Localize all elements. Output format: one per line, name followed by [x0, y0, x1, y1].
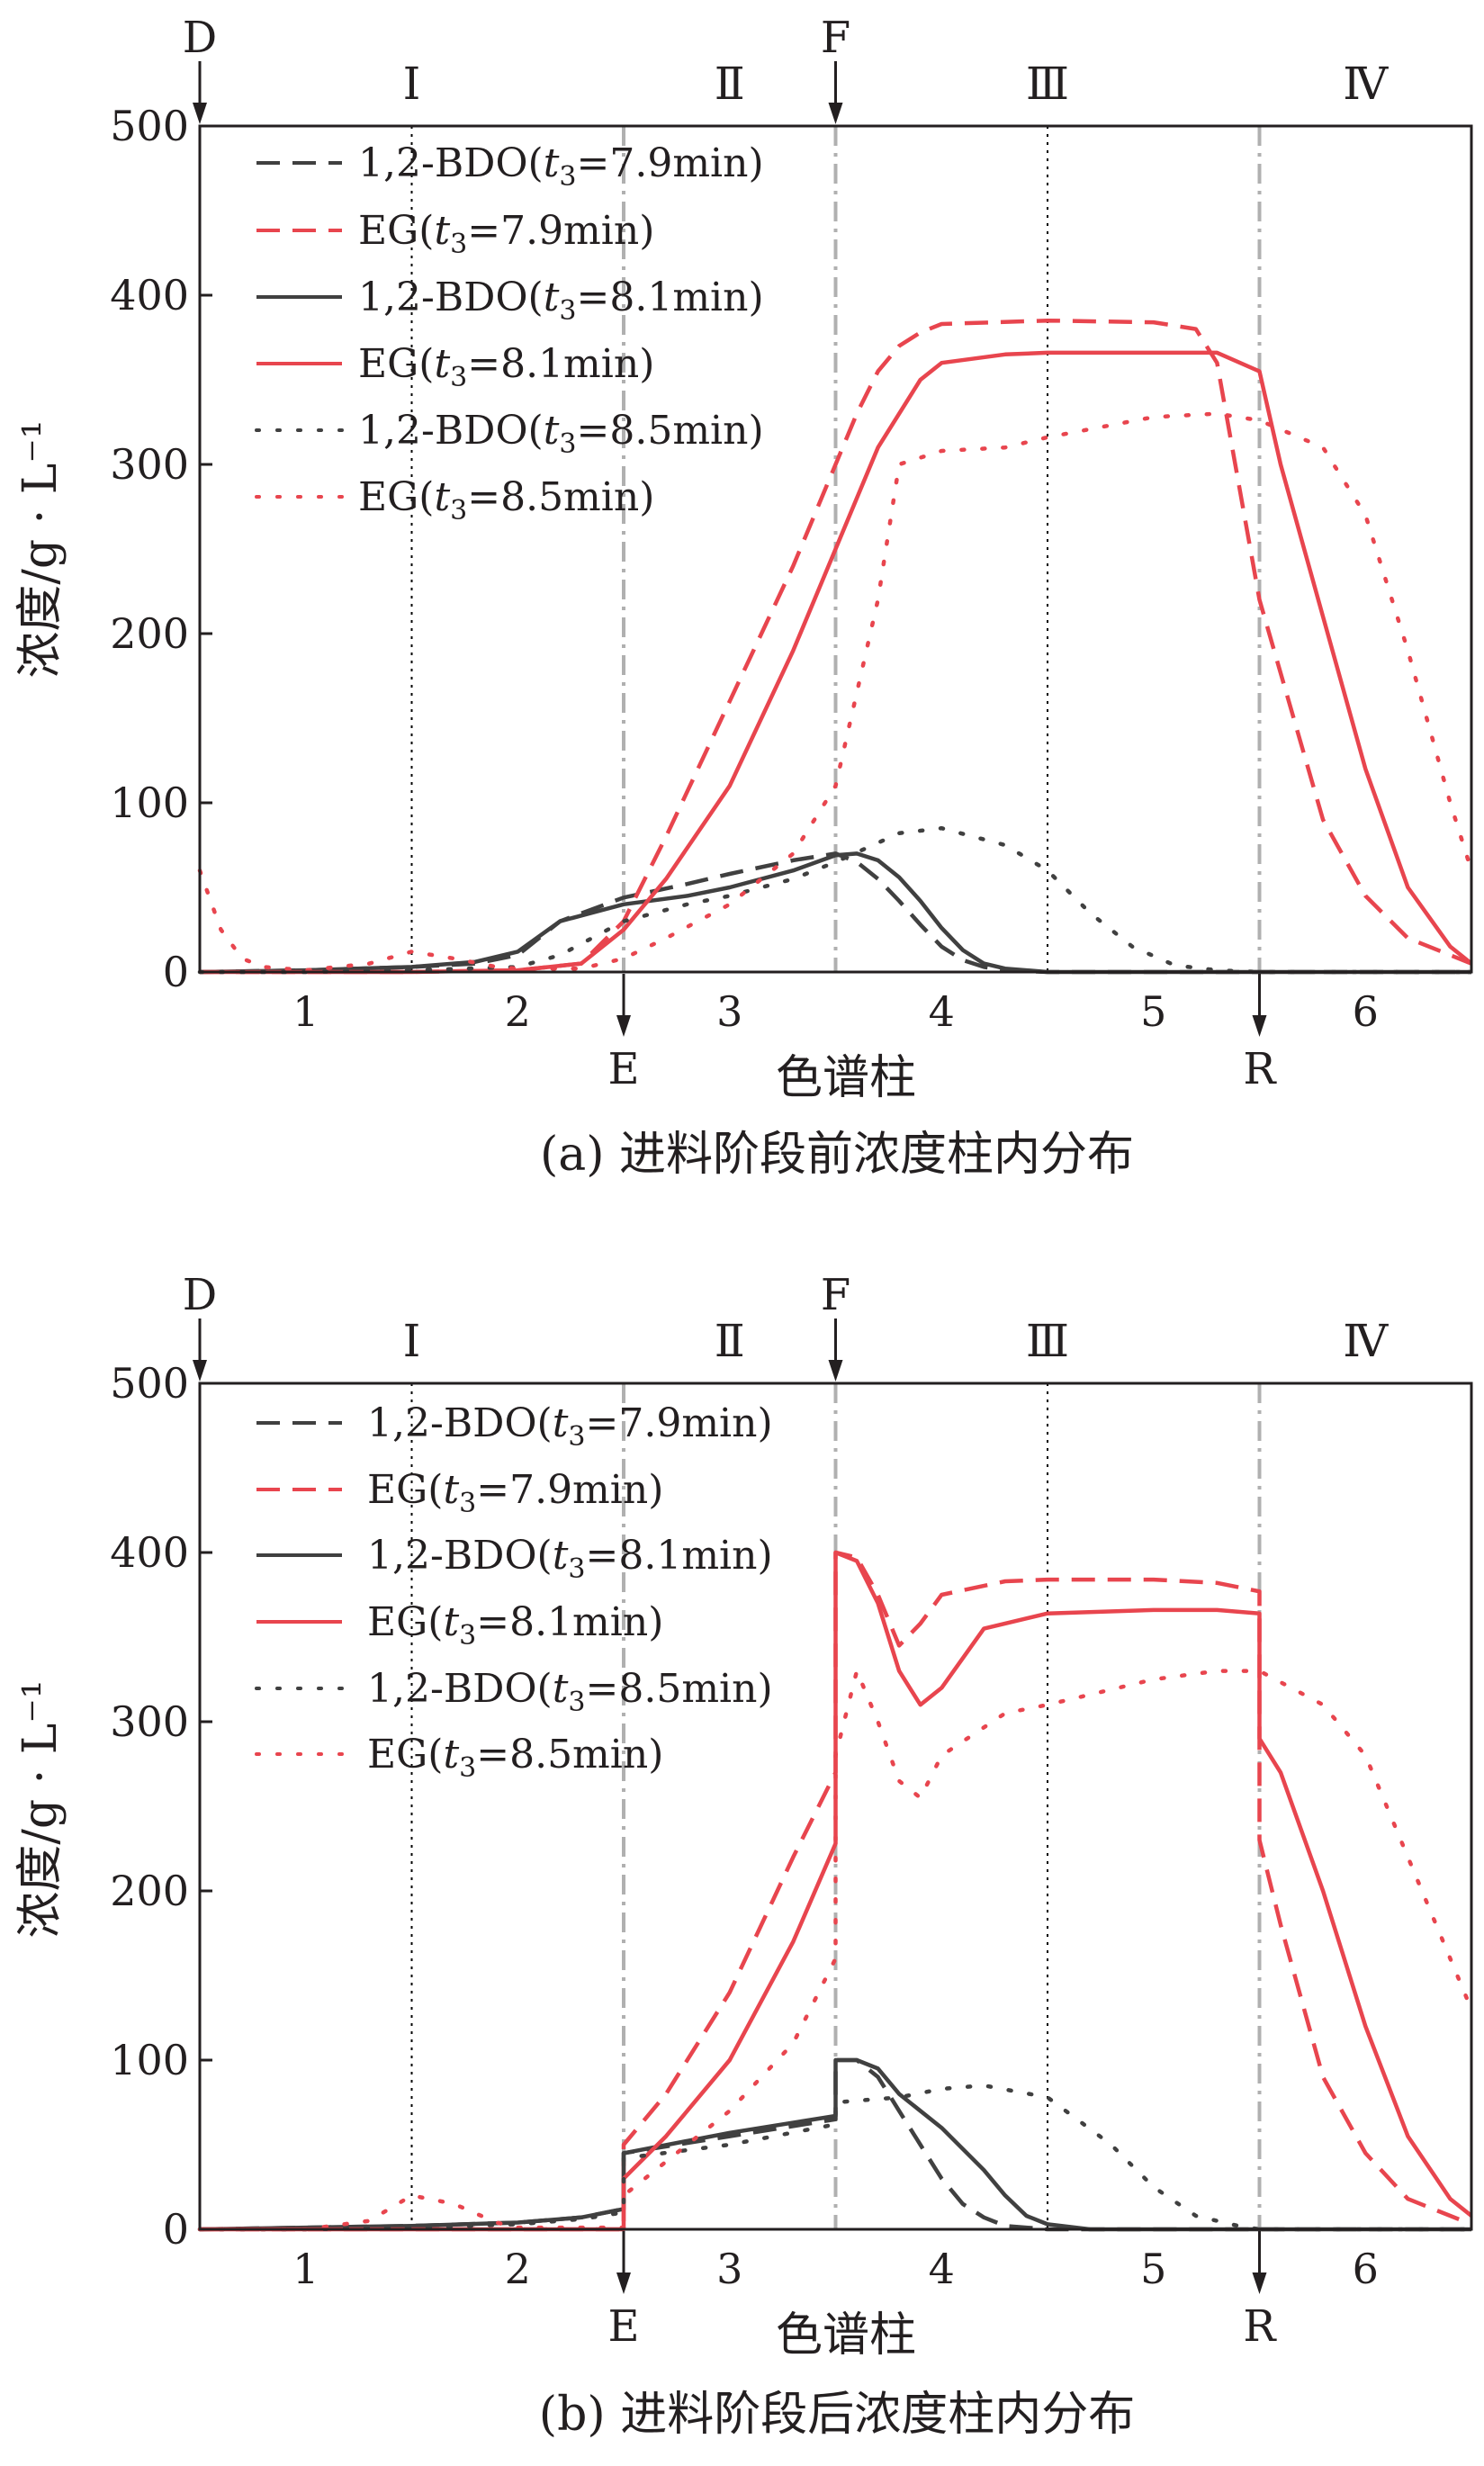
port-label: D	[183, 1270, 217, 1320]
port-arrow-head	[616, 1015, 631, 1037]
x-tick-label: 2	[505, 987, 531, 1036]
series-line-bdo-solid	[199, 851, 1471, 975]
legend-item: 1,2-BDO(t3=8.1min)	[256, 1533, 773, 1585]
legend-label: EG(t3=7.9min)	[367, 1467, 663, 1519]
x-tick-label: 2	[505, 2245, 531, 2293]
x-tick-label: 3	[716, 2245, 742, 2293]
port-arrow-head	[828, 103, 843, 124]
panel-caption: (b) 进料阶段后浓度柱内分布	[539, 2388, 1135, 2442]
port-arrow-head	[193, 1360, 207, 1382]
x-axis-title: 色谱柱	[776, 2308, 916, 2362]
legend-a: 1,2-BDO(t3=7.9min) EG(t3=7.9min) 1,2-BDO…	[255, 140, 764, 526]
x-tick-label: 6	[1353, 2245, 1379, 2293]
curves-b	[197, 1383, 1474, 2232]
y-tick-label: 200	[110, 609, 189, 658]
panel-b: 0 100 200 300 400 500 1 2 3 4 5 6 Ⅰ Ⅱ Ⅲ Ⅳ D F E R 1,2-BDO(t…	[13, 1270, 1474, 2442]
y-axis-title: 浓度/g · L⁻¹	[13, 1679, 67, 1938]
legend-item: EG(t3=8.5min)	[255, 474, 654, 526]
x-axis-title: 色谱柱	[776, 1051, 916, 1105]
y-tick-label: 100	[110, 2036, 189, 2084]
x-tick-label: 5	[1140, 987, 1166, 1036]
legend-item: 1,2-BDO(t3=8.5min)	[255, 1666, 773, 1718]
zone-label: Ⅰ	[403, 58, 421, 110]
port-label: F	[821, 1270, 850, 1320]
x-tick-label: 4	[929, 987, 955, 1036]
zone-label: Ⅳ	[1343, 58, 1389, 110]
zone-label: Ⅱ	[715, 1315, 745, 1367]
port-label: E	[607, 1044, 639, 1094]
legend-item: EG(t3=8.1min)	[256, 1599, 663, 1652]
plot-frame	[198, 1382, 1473, 2231]
port-label: F	[821, 13, 850, 63]
zone-label: Ⅲ	[1026, 1315, 1069, 1367]
y-tick-label: 200	[110, 1867, 189, 1915]
port-arrow-head	[193, 103, 207, 124]
legend-label: 1,2-BDO(t3=8.1min)	[367, 1533, 773, 1585]
x-tick-label: 5	[1140, 2245, 1166, 2293]
zone-label: Ⅱ	[715, 58, 745, 110]
legend-item: 1,2-BDO(t3=7.9min)	[256, 1400, 773, 1453]
legend-item: EG(t3=7.9min)	[256, 1467, 663, 1519]
y-tick-label: 400	[110, 1528, 189, 1577]
legend-label: EG(t3=8.1min)	[367, 1599, 663, 1652]
legend-item: EG(t3=8.5min)	[255, 1732, 663, 1784]
port-label: R	[1243, 2301, 1277, 2352]
series-line-eg-dotted	[197, 411, 1474, 973]
legend-label: 1,2-BDO(t3=7.9min)	[367, 1400, 773, 1453]
zone-label: Ⅰ	[403, 1315, 421, 1367]
panel-a: 0 100 200 300 400 500 1 2 3 4 5 6 Ⅰ Ⅱ Ⅲ Ⅳ D F E R 1,2-BDO(t…	[13, 13, 1474, 1182]
y-tick-label: 300	[110, 440, 189, 489]
port-arrow-head	[1252, 1015, 1267, 1037]
y-tick-label: 300	[110, 1697, 189, 1746]
legend-label: 1,2-BDO(t3=8.1min)	[358, 274, 764, 327]
y-axis-title: 浓度/g · L⁻¹	[13, 419, 67, 678]
legend-label: EG(t3=7.9min)	[358, 208, 654, 260]
x-tick-label: 6	[1353, 987, 1379, 1036]
zone-label: Ⅲ	[1026, 58, 1069, 110]
legend-item: EG(t3=8.1min)	[256, 341, 654, 393]
port-arrow-head	[616, 2272, 631, 2294]
legend-label: 1,2-BDO(t3=7.9min)	[358, 140, 764, 193]
port-label: R	[1243, 1044, 1277, 1094]
y-tick-label: 100	[110, 778, 189, 827]
series-line-eg-solid	[200, 350, 1473, 975]
series-line-eg-dotted	[197, 1669, 1474, 2232]
x-tick-label: 4	[929, 2245, 955, 2293]
legend-item: 1,2-BDO(t3=8.5min)	[255, 408, 764, 460]
legend-label: 1,2-BDO(t3=8.5min)	[367, 1666, 773, 1718]
legend-label: EG(t3=8.1min)	[358, 341, 654, 393]
legend-label: 1,2-BDO(t3=8.5min)	[358, 408, 764, 460]
curves-a	[197, 126, 1474, 975]
port-arrow-head	[1252, 2272, 1267, 2294]
y-tick-label: 0	[163, 948, 189, 996]
x-tick-label: 3	[716, 987, 742, 1036]
y-tick-label: 500	[110, 102, 189, 150]
legend-item: 1,2-BDO(t3=7.9min)	[256, 140, 764, 193]
legend-item: 1,2-BDO(t3=8.1min)	[256, 274, 764, 327]
y-tick-label: 0	[163, 2205, 189, 2254]
series-line-bdo-dotted	[197, 825, 1474, 975]
x-tick-label: 1	[292, 2245, 319, 2293]
port-arrow-head	[828, 1360, 843, 1382]
legend-label: EG(t3=8.5min)	[358, 474, 654, 526]
port-label: E	[607, 2301, 639, 2352]
axes-b: 0 100 200 300 400 500 1 2 3 4 5 6 Ⅰ Ⅱ Ⅲ Ⅳ D F E R	[110, 1270, 1473, 2352]
plot-frame	[198, 124, 1473, 974]
panel-caption: (a) 进料阶段前浓度柱内分布	[540, 1128, 1134, 1182]
axes-a: 0 100 200 300 400 500 1 2 3 4 5 6 Ⅰ Ⅱ Ⅲ Ⅳ D F E R	[110, 13, 1473, 1094]
y-tick-label: 400	[110, 271, 189, 320]
zone-label: Ⅳ	[1343, 1315, 1389, 1367]
port-label: D	[183, 13, 217, 63]
x-tick-label: 1	[292, 987, 319, 1036]
series-line-bdo-solid	[199, 2057, 1471, 2232]
legend-label: EG(t3=8.5min)	[367, 1732, 663, 1784]
series-line-bdo-dotted	[197, 2083, 1474, 2232]
legend-item: EG(t3=7.9min)	[256, 208, 654, 260]
legend-b: 1,2-BDO(t3=7.9min) EG(t3=7.9min) 1,2-BDO…	[255, 1400, 773, 1784]
y-tick-label: 500	[110, 1359, 189, 1408]
